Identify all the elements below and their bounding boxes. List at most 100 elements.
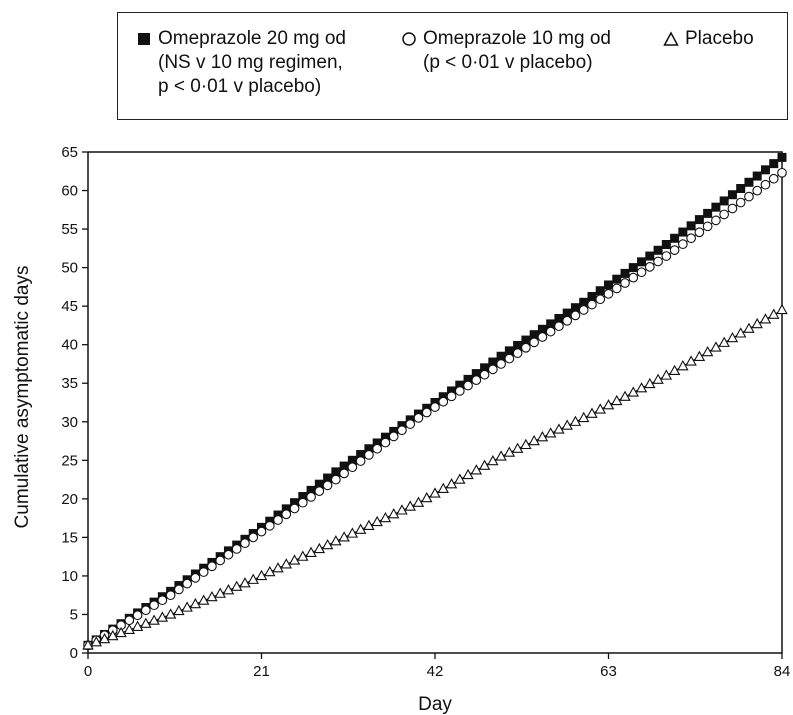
data-point xyxy=(148,614,160,625)
data-point xyxy=(620,278,630,288)
legend-label: Placebo xyxy=(685,28,754,49)
data-point xyxy=(314,479,324,489)
data-point xyxy=(455,380,465,390)
data-point xyxy=(289,503,300,514)
data-point xyxy=(669,245,680,255)
data-point xyxy=(660,369,673,380)
data-point xyxy=(197,594,210,605)
data-point xyxy=(479,369,490,380)
x-tick-label: 63 xyxy=(600,663,617,680)
data-point xyxy=(554,313,564,323)
data-point xyxy=(719,196,729,206)
data-point xyxy=(438,396,449,407)
data-point xyxy=(389,426,399,436)
data-point xyxy=(339,468,349,479)
data-point xyxy=(430,402,440,412)
data-point xyxy=(488,357,498,367)
data-point xyxy=(537,332,548,342)
data-point xyxy=(678,227,688,237)
data-point xyxy=(230,580,243,591)
data-point xyxy=(512,348,523,359)
data-point xyxy=(768,173,779,184)
data-point xyxy=(478,459,491,470)
data-point xyxy=(215,555,226,566)
data-point xyxy=(240,538,250,549)
data-point xyxy=(594,403,606,414)
data-point xyxy=(371,515,383,527)
data-point xyxy=(323,473,333,483)
data-point xyxy=(281,504,291,514)
data-point xyxy=(480,363,490,373)
data-point xyxy=(214,587,226,598)
data-point xyxy=(405,419,416,429)
data-point xyxy=(734,327,747,338)
data-point xyxy=(471,369,481,379)
data-point xyxy=(768,308,780,319)
y-tick-label: 25 xyxy=(61,452,78,469)
x-tick-label: 21 xyxy=(253,663,270,680)
data-point xyxy=(562,308,572,318)
data-point xyxy=(247,573,259,584)
data-point xyxy=(149,600,159,611)
data-point xyxy=(544,427,557,438)
data-point xyxy=(744,191,754,202)
data-point xyxy=(290,498,300,508)
data-point xyxy=(264,565,276,577)
data-point xyxy=(677,360,689,371)
data-point xyxy=(429,487,441,498)
data-point xyxy=(511,442,524,453)
data-point xyxy=(306,492,316,502)
data-point xyxy=(513,340,523,350)
data-point xyxy=(330,535,342,546)
data-point xyxy=(627,386,640,397)
y-tick-label: 40 xyxy=(61,337,78,354)
data-point xyxy=(412,496,425,507)
data-point xyxy=(578,305,589,315)
data-point xyxy=(777,167,787,178)
data-point xyxy=(727,190,737,200)
data-point xyxy=(273,515,283,525)
data-point xyxy=(445,478,458,489)
data-point xyxy=(346,527,359,538)
data-point xyxy=(751,317,763,329)
data-point xyxy=(421,407,432,418)
data-point xyxy=(661,239,671,249)
data-point xyxy=(736,184,746,194)
y-tick-label: 35 xyxy=(61,375,78,392)
data-point xyxy=(165,590,176,601)
data-point xyxy=(82,639,94,650)
data-point xyxy=(644,261,655,272)
open-triangle-icon xyxy=(663,31,679,46)
legend-note: (NS v 10 mg regimen, xyxy=(158,52,343,73)
data-point xyxy=(255,569,268,581)
data-point xyxy=(248,532,259,543)
data-point xyxy=(645,251,655,261)
data-point xyxy=(536,431,549,442)
data-point xyxy=(703,208,713,218)
data-point xyxy=(132,610,143,621)
data-point xyxy=(620,268,630,278)
data-point xyxy=(777,152,787,162)
data-point xyxy=(98,632,111,644)
data-point xyxy=(174,584,184,595)
data-point xyxy=(652,373,664,384)
data-point xyxy=(579,297,589,307)
data-point xyxy=(198,567,209,577)
data-point xyxy=(123,623,136,635)
series-line xyxy=(87,309,783,646)
data-point xyxy=(231,544,242,554)
data-point xyxy=(701,345,714,357)
data-point xyxy=(124,615,135,626)
data-point xyxy=(586,407,598,418)
data-point xyxy=(661,251,672,261)
data-point xyxy=(685,355,697,366)
data-point xyxy=(446,391,457,402)
y-axis-title: Cumulative asymptomatic days xyxy=(12,266,33,529)
data-point xyxy=(437,482,449,493)
data-point xyxy=(611,394,623,406)
data-point xyxy=(396,504,408,515)
data-point xyxy=(321,538,334,550)
data-point xyxy=(619,390,631,401)
x-tick-label: 42 xyxy=(427,663,444,680)
